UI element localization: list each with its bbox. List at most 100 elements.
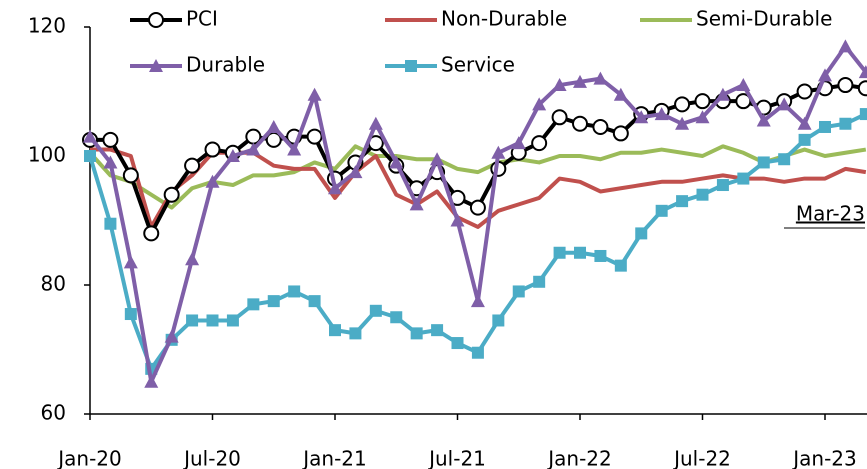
data-point [593, 71, 608, 85]
data-point [797, 116, 812, 130]
data-point [573, 74, 587, 88]
data-point [839, 117, 852, 130]
data-point [102, 131, 119, 148]
data-point [695, 110, 710, 124]
y-tick-label: 100 [28, 143, 66, 167]
data-point [369, 304, 382, 317]
data-point [205, 174, 220, 188]
data-point [818, 68, 832, 82]
data-point [612, 125, 629, 142]
data-point [531, 135, 548, 152]
data-point [491, 145, 506, 159]
annotation: Mar-23 [796, 202, 865, 226]
data-point [736, 78, 751, 92]
data-point [104, 217, 117, 230]
data-point [654, 107, 669, 121]
data-point [551, 109, 568, 126]
data-point [329, 324, 341, 337]
data-point [592, 118, 609, 135]
data-point [757, 156, 770, 169]
data-point [614, 259, 627, 272]
x-tick-label: Jan-22 [546, 447, 612, 469]
data-point [83, 129, 97, 143]
data-point [674, 96, 691, 113]
x-tick-label: Jan-23 [791, 447, 857, 469]
data-point [756, 113, 771, 127]
legend-marker [149, 59, 163, 72]
data-point [655, 204, 668, 217]
data-point [390, 311, 403, 324]
data-point [267, 295, 280, 308]
data-point [308, 295, 321, 308]
x-tick-label: Jan-21 [301, 447, 367, 469]
y-tick-label: 120 [28, 14, 66, 38]
series-line [88, 144, 867, 210]
data-point [287, 142, 302, 156]
data-point [349, 327, 362, 340]
x-tick-label: Jul-21 [427, 447, 486, 469]
data-point [492, 314, 505, 327]
data-point [715, 87, 730, 101]
data-point [838, 39, 853, 53]
data-point [186, 314, 199, 327]
data-point [368, 116, 383, 130]
data-point [532, 97, 547, 111]
data-point [103, 155, 118, 169]
data-point [226, 314, 239, 327]
data-point [307, 87, 322, 101]
data-point [676, 195, 689, 208]
x-tick-label: Jul-22 [672, 447, 731, 469]
x-tick-label: Jan-20 [56, 447, 122, 469]
x-tick-label: Jul-20 [182, 447, 241, 469]
data-point [246, 142, 261, 156]
legend-label: Non-Durable [441, 7, 567, 31]
legend-marker [405, 60, 417, 72]
data-point [635, 227, 648, 240]
data-point [533, 275, 546, 288]
data-point [450, 213, 465, 227]
data-point [84, 150, 96, 162]
data-point [778, 153, 791, 166]
data-point [164, 329, 179, 343]
data-point [470, 294, 485, 308]
data-point [185, 252, 200, 266]
y-tick-label: 60 [41, 401, 66, 425]
data-point [410, 327, 423, 340]
data-point [124, 308, 137, 321]
data-point [552, 78, 567, 92]
data-point [858, 65, 867, 79]
data-point [266, 119, 281, 133]
data-point [431, 324, 444, 337]
data-point [469, 199, 486, 216]
data-point [409, 197, 424, 211]
data-point [471, 346, 484, 359]
data-point [348, 165, 363, 179]
data-point [796, 83, 813, 100]
data-point [837, 77, 854, 94]
data-point [204, 141, 221, 158]
data-point [511, 136, 526, 150]
legend-label: Durable [186, 53, 265, 77]
data-point [777, 97, 792, 111]
data-point [288, 285, 301, 298]
data-point [694, 93, 711, 110]
data-point [594, 249, 607, 262]
plot-area [82, 39, 867, 388]
data-point [163, 186, 180, 203]
data-point [675, 116, 690, 130]
legend-label: Service [441, 53, 515, 77]
legend-marker [148, 12, 164, 28]
data-point [553, 246, 566, 259]
data-point [798, 133, 811, 146]
y-tick-label: 80 [41, 272, 66, 296]
data-point [737, 172, 750, 185]
data-point [634, 110, 649, 124]
data-point [143, 225, 160, 242]
legend-label: Semi-Durable [696, 7, 832, 31]
data-point [574, 246, 586, 259]
data-point [716, 179, 729, 192]
data-point [328, 181, 342, 195]
data-point [389, 155, 404, 169]
legend-label: PCI [186, 7, 218, 31]
